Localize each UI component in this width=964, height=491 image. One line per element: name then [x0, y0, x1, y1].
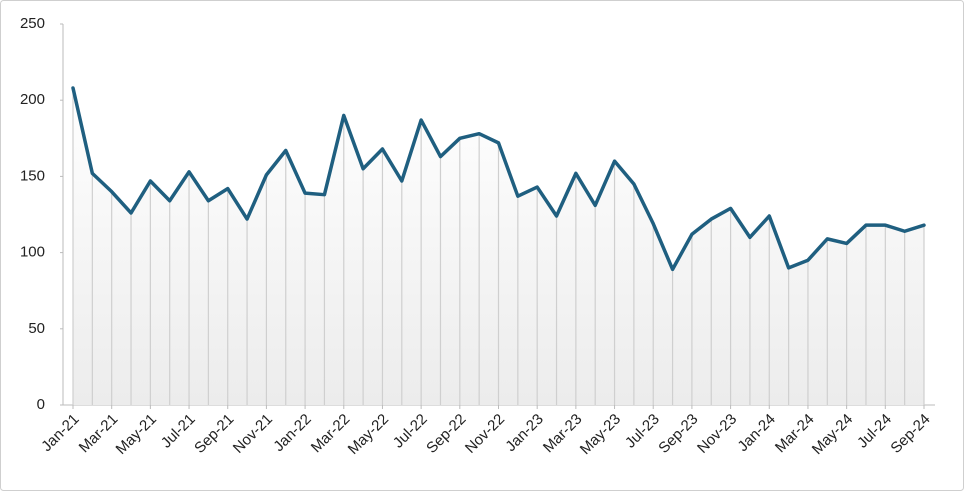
y-tick-label: 250 [20, 15, 45, 32]
y-tick-label: 100 [20, 244, 45, 261]
y-tick-label: 0 [37, 396, 45, 413]
y-tick-label: 50 [28, 320, 45, 337]
y-tick-label: 200 [20, 91, 45, 108]
y-tick-label: 150 [20, 167, 45, 184]
line [71, 86, 926, 272]
